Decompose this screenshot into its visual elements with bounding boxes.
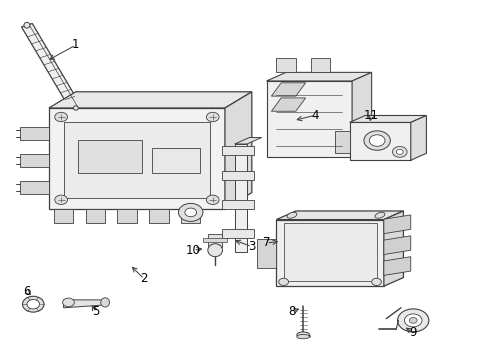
Polygon shape (222, 229, 254, 238)
Polygon shape (54, 209, 73, 223)
Polygon shape (410, 116, 426, 160)
Polygon shape (351, 72, 371, 157)
Polygon shape (334, 131, 349, 153)
Ellipse shape (62, 298, 74, 307)
Bar (63, 122, 210, 198)
Polygon shape (383, 257, 410, 275)
Polygon shape (21, 23, 81, 110)
Polygon shape (20, 154, 49, 167)
Polygon shape (383, 236, 410, 255)
Ellipse shape (206, 195, 219, 204)
Polygon shape (207, 234, 222, 247)
Ellipse shape (55, 112, 67, 122)
Polygon shape (266, 72, 371, 81)
Ellipse shape (395, 149, 402, 154)
Ellipse shape (296, 334, 309, 339)
Polygon shape (222, 171, 254, 180)
Ellipse shape (184, 208, 196, 217)
Text: 1: 1 (72, 39, 80, 51)
Text: 3: 3 (247, 240, 255, 253)
Polygon shape (276, 58, 295, 72)
Polygon shape (181, 209, 200, 223)
Text: 6: 6 (23, 285, 31, 298)
Polygon shape (276, 211, 403, 220)
Ellipse shape (206, 112, 219, 122)
Ellipse shape (55, 195, 67, 204)
Ellipse shape (374, 212, 384, 218)
Polygon shape (349, 116, 426, 122)
Text: 5: 5 (91, 305, 99, 318)
Polygon shape (224, 92, 251, 209)
Ellipse shape (368, 135, 384, 146)
Polygon shape (276, 220, 383, 286)
Polygon shape (234, 138, 261, 144)
Ellipse shape (397, 309, 428, 332)
Ellipse shape (101, 298, 109, 307)
Polygon shape (85, 209, 105, 223)
Ellipse shape (404, 314, 421, 327)
Polygon shape (49, 108, 224, 209)
Ellipse shape (207, 244, 222, 257)
Ellipse shape (27, 300, 40, 309)
Text: 11: 11 (364, 109, 378, 122)
Polygon shape (117, 209, 137, 223)
Ellipse shape (178, 203, 203, 221)
Ellipse shape (371, 278, 381, 285)
Polygon shape (271, 83, 305, 96)
Polygon shape (383, 211, 403, 286)
Polygon shape (349, 122, 410, 160)
Polygon shape (256, 239, 276, 268)
Ellipse shape (73, 106, 78, 110)
Text: 8: 8 (288, 305, 296, 318)
Ellipse shape (22, 296, 44, 312)
Polygon shape (20, 181, 49, 194)
Ellipse shape (296, 332, 309, 338)
Text: 7: 7 (262, 237, 270, 249)
Ellipse shape (363, 131, 389, 150)
Polygon shape (20, 127, 49, 140)
Polygon shape (310, 58, 329, 72)
Text: 2: 2 (140, 273, 148, 285)
Ellipse shape (408, 318, 416, 323)
Bar (78, 140, 142, 173)
Ellipse shape (286, 212, 296, 218)
Polygon shape (222, 200, 254, 209)
Bar (151, 148, 200, 173)
Ellipse shape (24, 22, 30, 28)
Polygon shape (222, 146, 254, 155)
Ellipse shape (391, 147, 406, 157)
Polygon shape (49, 92, 251, 108)
Text: 9: 9 (408, 327, 416, 339)
Polygon shape (383, 215, 410, 234)
Text: 10: 10 (185, 244, 200, 257)
Polygon shape (203, 238, 227, 242)
Text: 4: 4 (311, 109, 319, 122)
Polygon shape (271, 98, 305, 111)
Bar (283, 223, 376, 281)
Polygon shape (63, 300, 105, 308)
Polygon shape (234, 144, 246, 252)
Ellipse shape (278, 278, 288, 285)
Polygon shape (266, 81, 351, 157)
Polygon shape (149, 209, 168, 223)
